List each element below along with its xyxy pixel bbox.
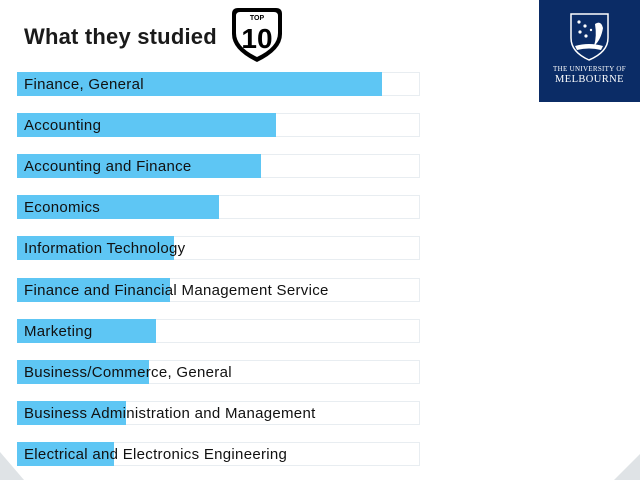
bar-label: Economics — [24, 199, 101, 216]
bar-row: Finance, General — [17, 72, 420, 96]
university-logo: THE UNIVERSITY OF MELBOURNE — [539, 0, 640, 102]
bar — [17, 236, 174, 260]
bar-label: Accounting and Finance — [24, 158, 192, 175]
bar-label: Accounting — [24, 117, 102, 134]
badge-number: 10 — [241, 23, 272, 54]
logo-line-1: THE UNIVERSITY OF — [553, 65, 626, 73]
bar-row: Business Administration and Management — [17, 401, 420, 425]
bar-label: Finance, General — [24, 76, 144, 93]
page-title: What they studied — [24, 24, 217, 49]
bar-row: Finance and Financial Management Service — [17, 278, 420, 302]
bar — [17, 401, 126, 425]
bar-row: Marketing — [17, 319, 420, 343]
top10-badge-icon: TOP 10 — [232, 8, 282, 62]
corner-decoration-left — [0, 452, 24, 480]
bar-label: Marketing — [24, 323, 93, 340]
badge-top-label: TOP — [250, 15, 265, 22]
logo-line-2: MELBOURNE — [555, 74, 624, 85]
bar-row: Accounting — [17, 113, 420, 137]
bar — [17, 360, 149, 384]
bar-label: Finance and Financial Management Service — [24, 282, 329, 299]
corner-decoration-right — [614, 454, 640, 480]
bar-row: Economics — [17, 195, 420, 219]
bar-label: Electrical and Electronics Engineering — [24, 446, 288, 463]
bar-row: Business/Commerce, General — [17, 360, 420, 384]
bar — [17, 195, 219, 219]
bar-row: Information Technology — [17, 236, 420, 260]
bar-label: Information Technology — [24, 240, 186, 257]
crest-icon — [570, 13, 609, 61]
bar-label: Business Administration and Management — [24, 405, 316, 422]
bar-row: Electrical and Electronics Engineering — [17, 442, 420, 466]
bar — [17, 319, 156, 343]
bar — [17, 72, 382, 96]
bar — [17, 154, 261, 178]
bar-row: Accounting and Finance — [17, 154, 420, 178]
bar — [17, 278, 170, 302]
bar-label: Business/Commerce, General — [24, 364, 232, 381]
bar — [17, 442, 114, 466]
bar — [17, 113, 276, 137]
